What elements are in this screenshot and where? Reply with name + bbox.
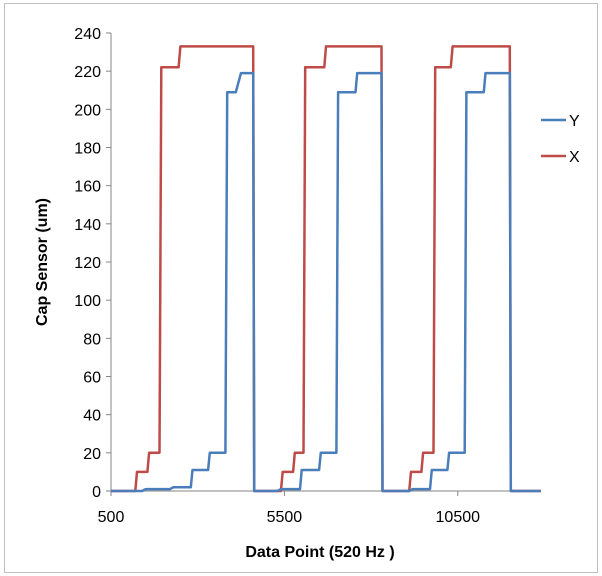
x-axis-ticks: 500 5500 10500 xyxy=(98,491,480,526)
series-line-x xyxy=(111,45,541,493)
x-axis-title: Data Point (520 Hz ) xyxy=(245,544,394,561)
y-tick-label: 60 xyxy=(83,370,101,387)
y-tick-label: 220 xyxy=(74,64,101,81)
y-tick-label: 0 xyxy=(92,484,101,501)
y-tick-label: 200 xyxy=(74,102,101,119)
x-tick-label: 500 xyxy=(98,509,125,526)
y-tick-label: 240 xyxy=(74,26,101,43)
series-line-y xyxy=(111,71,541,493)
y-axis-ticks: 0 20 40 60 80 100 120 140 160 180 200 220 240 xyxy=(74,26,111,501)
legend-label-x: X xyxy=(569,149,580,166)
y-tick-label: 120 xyxy=(74,255,101,272)
y-tick-label: 160 xyxy=(74,179,101,196)
legend: YX xyxy=(541,113,580,166)
y-tick-label: 100 xyxy=(74,293,101,310)
y-tick-label: 80 xyxy=(83,331,101,348)
legend-label-y: Y xyxy=(569,113,580,130)
y-tick-label: 40 xyxy=(83,408,101,425)
y-tick-label: 20 xyxy=(83,446,101,463)
x-tick-label: 10500 xyxy=(436,509,481,526)
y-tick-label: 140 xyxy=(74,217,101,234)
x-tick-label: 5500 xyxy=(267,509,303,526)
y-axis-title: Cap Sensor (um) xyxy=(34,198,51,326)
y-tick-label: 180 xyxy=(74,141,101,158)
series-layer xyxy=(111,45,541,493)
